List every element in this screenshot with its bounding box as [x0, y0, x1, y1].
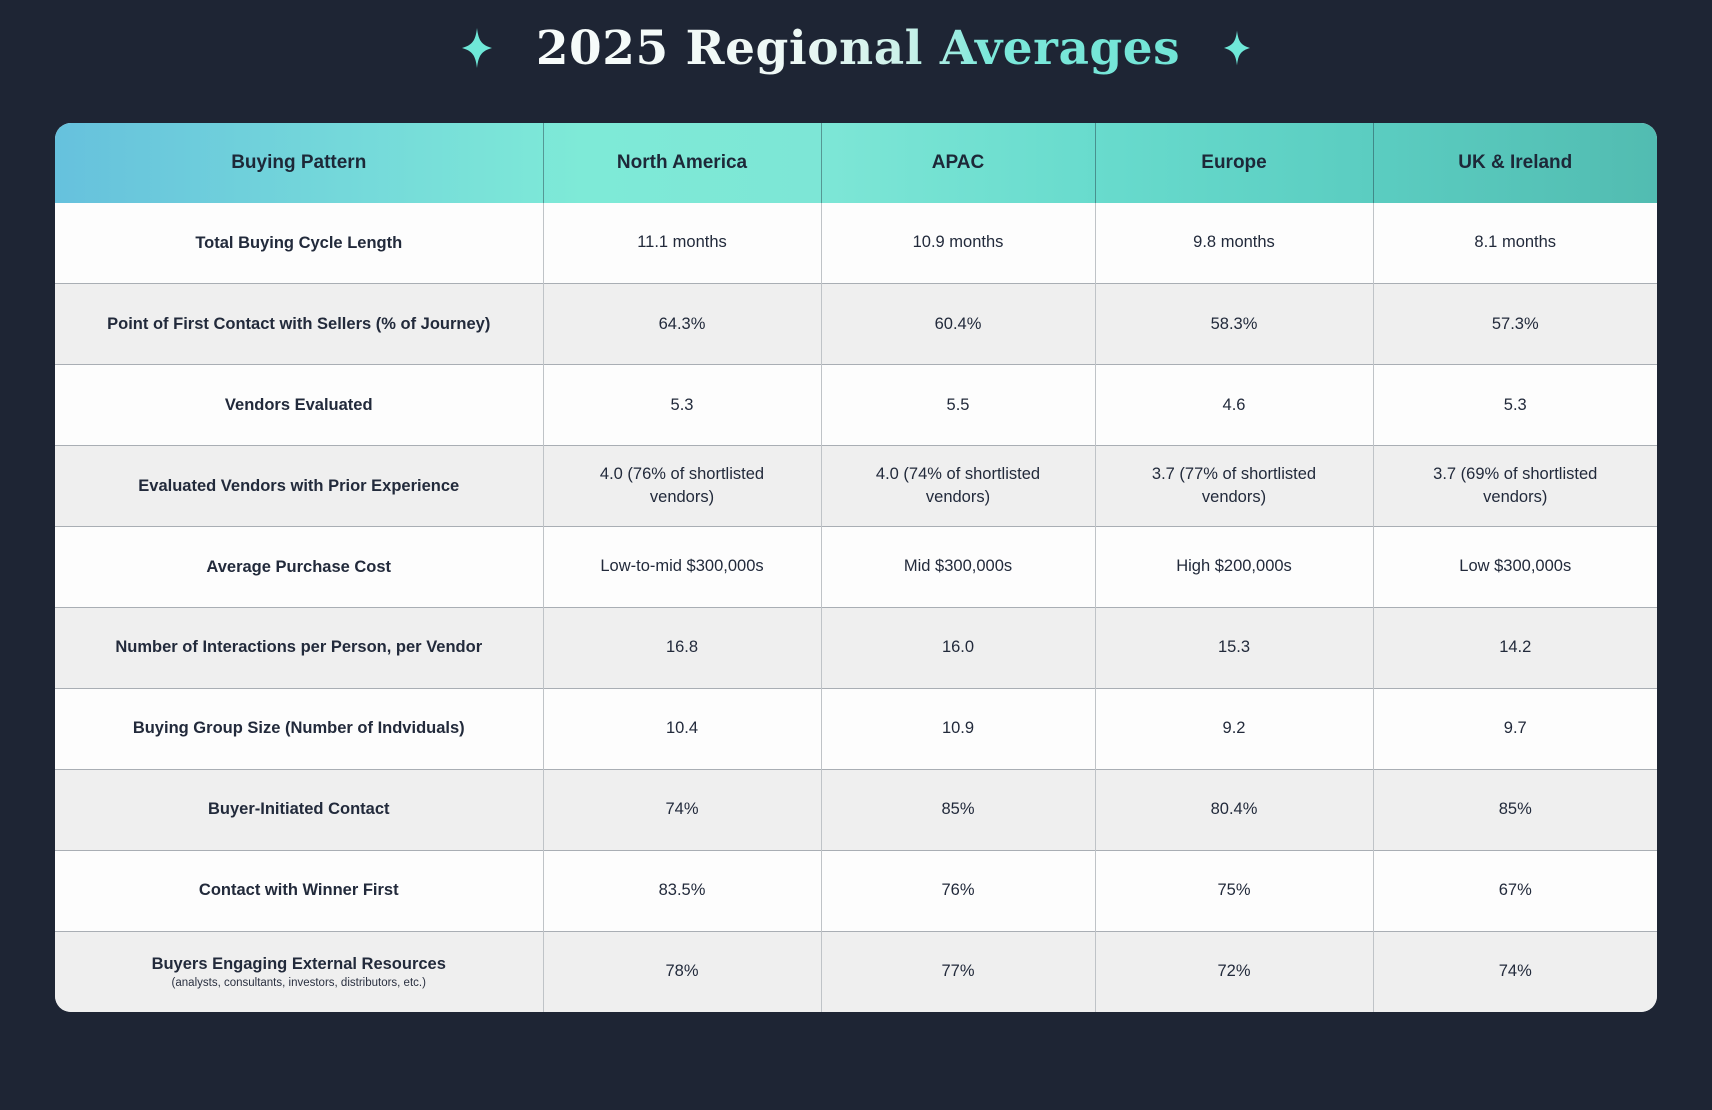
- table-cell: 78%: [542, 930, 821, 1012]
- row-label: Total Buying Cycle Length: [55, 203, 543, 284]
- row-label: Buying Group Size (Number of Indviduals): [55, 687, 543, 770]
- table-cell: Low-to-mid $300,000s: [542, 526, 821, 608]
- table-cell: 10.4: [542, 687, 821, 770]
- table-row: Buyer-Initiated Contact 74% 85% 80.4% 85%: [55, 768, 1657, 851]
- table-cell: 75%: [1094, 849, 1373, 932]
- table-cell: 83.5%: [542, 849, 821, 932]
- table-cell: 58.3%: [1094, 283, 1373, 365]
- regional-averages-table: Buying Pattern North America APAC Europe UK …: [55, 123, 1657, 1012]
- page-title: 2025 Regional Averages: [535, 20, 1181, 76]
- table-cell: 5.5: [820, 364, 1095, 446]
- table-row: Average Purchase Cost Low-to-mid $300,000…: [55, 526, 1657, 608]
- table-cell: 8.1 months: [1372, 203, 1657, 284]
- row-sublabel-text: (analysts, consultants, investors, distr…: [171, 976, 426, 989]
- table-cell: 16.0: [820, 606, 1095, 689]
- table-cell: 11.1 months: [542, 203, 821, 284]
- table-cell: 9.2: [1094, 687, 1373, 770]
- table-cell: 15.3: [1094, 606, 1373, 689]
- table-cell: 3.7 (69% of shortlisted vendors): [1372, 445, 1657, 527]
- table-cell: 9.7: [1372, 687, 1657, 770]
- table-cell: 80.4%: [1094, 768, 1373, 851]
- table-cell: 10.9: [820, 687, 1095, 770]
- sparkle-icon: [461, 28, 492, 68]
- table-cell: 77%: [820, 930, 1095, 1012]
- table-cell: 9.8 months: [1094, 203, 1373, 284]
- table-row: Number of Interactions per Person, per V…: [55, 606, 1657, 689]
- table-cell: 57.3%: [1372, 283, 1657, 365]
- row-label: Number of Interactions per Person, per V…: [55, 606, 543, 689]
- column-header: UK & Ireland: [1372, 123, 1657, 203]
- row-label: Average Purchase Cost: [55, 526, 543, 608]
- header-row: Buying Pattern North America APAC Europe UK …: [55, 123, 1657, 203]
- row-label-text: Number of Interactions per Person, per V…: [115, 638, 483, 657]
- table-row: Point of First Contact with Sellers (% o…: [55, 283, 1657, 365]
- regional-averages-card: Buying Pattern North America APAC Europe UK …: [55, 123, 1657, 1012]
- table-cell: 5.3: [1372, 364, 1657, 446]
- column-header: APAC: [820, 123, 1095, 203]
- table-cell: 85%: [1372, 768, 1657, 851]
- table-cell: High $200,000s: [1094, 526, 1373, 608]
- table-cell: Low $300,000s: [1372, 526, 1657, 608]
- table-cell: 16.8: [542, 606, 821, 689]
- table-body: Total Buying Cycle Length 11.1 months 10.9…: [55, 203, 1657, 1012]
- table-cell: 64.3%: [542, 283, 821, 365]
- table-cell: 60.4%: [820, 283, 1095, 365]
- row-label-text: Buyer-Initiated Contact: [207, 800, 390, 819]
- table-cell: 72%: [1094, 930, 1373, 1012]
- table-row: Buying Group Size (Number of Indviduals)…: [55, 687, 1657, 770]
- table-cell: 4.6: [1094, 364, 1373, 446]
- row-label-text: Vendors Evaluated: [224, 395, 373, 414]
- table-cell: 67%: [1372, 849, 1657, 932]
- table-cell: 14.2: [1372, 606, 1657, 689]
- table-row: Vendors Evaluated 5.3 5.5 4.6 5.3: [55, 364, 1657, 446]
- table-cell: 85%: [820, 768, 1095, 851]
- table-cell: 3.7 (77% of shortlisted vendors): [1094, 445, 1373, 527]
- table-row: Total Buying Cycle Length 11.1 months 10.9…: [55, 203, 1657, 284]
- table-cell: 5.3: [542, 364, 821, 446]
- column-header: North America: [542, 123, 821, 203]
- row-label-text: Point of First Contact with Sellers (% o…: [107, 314, 491, 333]
- row-label-text: Buyers Engaging External Resources: [151, 954, 446, 973]
- table-cell: 74%: [542, 768, 821, 851]
- table-cell: 74%: [1372, 930, 1657, 1012]
- row-label-text: Evaluated Vendors with Prior Experience: [138, 476, 460, 495]
- row-label-text: Total Buying Cycle Length: [195, 233, 403, 252]
- row-label: Contact with Winner First: [55, 849, 543, 932]
- table-row: Buyers Engaging External Resources (analy…: [55, 930, 1657, 1012]
- row-label: Buyers Engaging External Resources (analy…: [55, 930, 543, 1012]
- row-label: Evaluated Vendors with Prior Experience: [55, 445, 543, 527]
- title-bar: 2025 Regional Averages: [0, 12, 1712, 84]
- table-cell: 4.0 (74% of shortlisted vendors): [820, 445, 1095, 527]
- table-cell: 76%: [820, 849, 1095, 932]
- row-label-text: Contact with Winner First: [198, 881, 399, 900]
- table-row: Evaluated Vendors with Prior Experience 4…: [55, 445, 1657, 527]
- row-label: Vendors Evaluated: [55, 364, 543, 446]
- column-header: Buying Pattern: [231, 152, 367, 173]
- row-label-text: Buying Group Size (Number of Indviduals): [132, 719, 465, 738]
- row-label-text: Average Purchase Cost: [206, 557, 392, 576]
- table-cell: Mid $300,000s: [820, 526, 1095, 608]
- table-row: Contact with Winner First 83.5% 76% 75% 67%: [55, 849, 1657, 932]
- sparkle-icon: [1224, 30, 1251, 66]
- row-label: Buyer-Initiated Contact: [55, 768, 543, 851]
- table-cell: 10.9 months: [820, 203, 1095, 284]
- table-cell: 4.0 (76% of shortlisted vendors): [542, 445, 821, 527]
- column-header: Europe: [1094, 123, 1373, 203]
- row-label: Point of First Contact with Sellers (% o…: [55, 283, 543, 365]
